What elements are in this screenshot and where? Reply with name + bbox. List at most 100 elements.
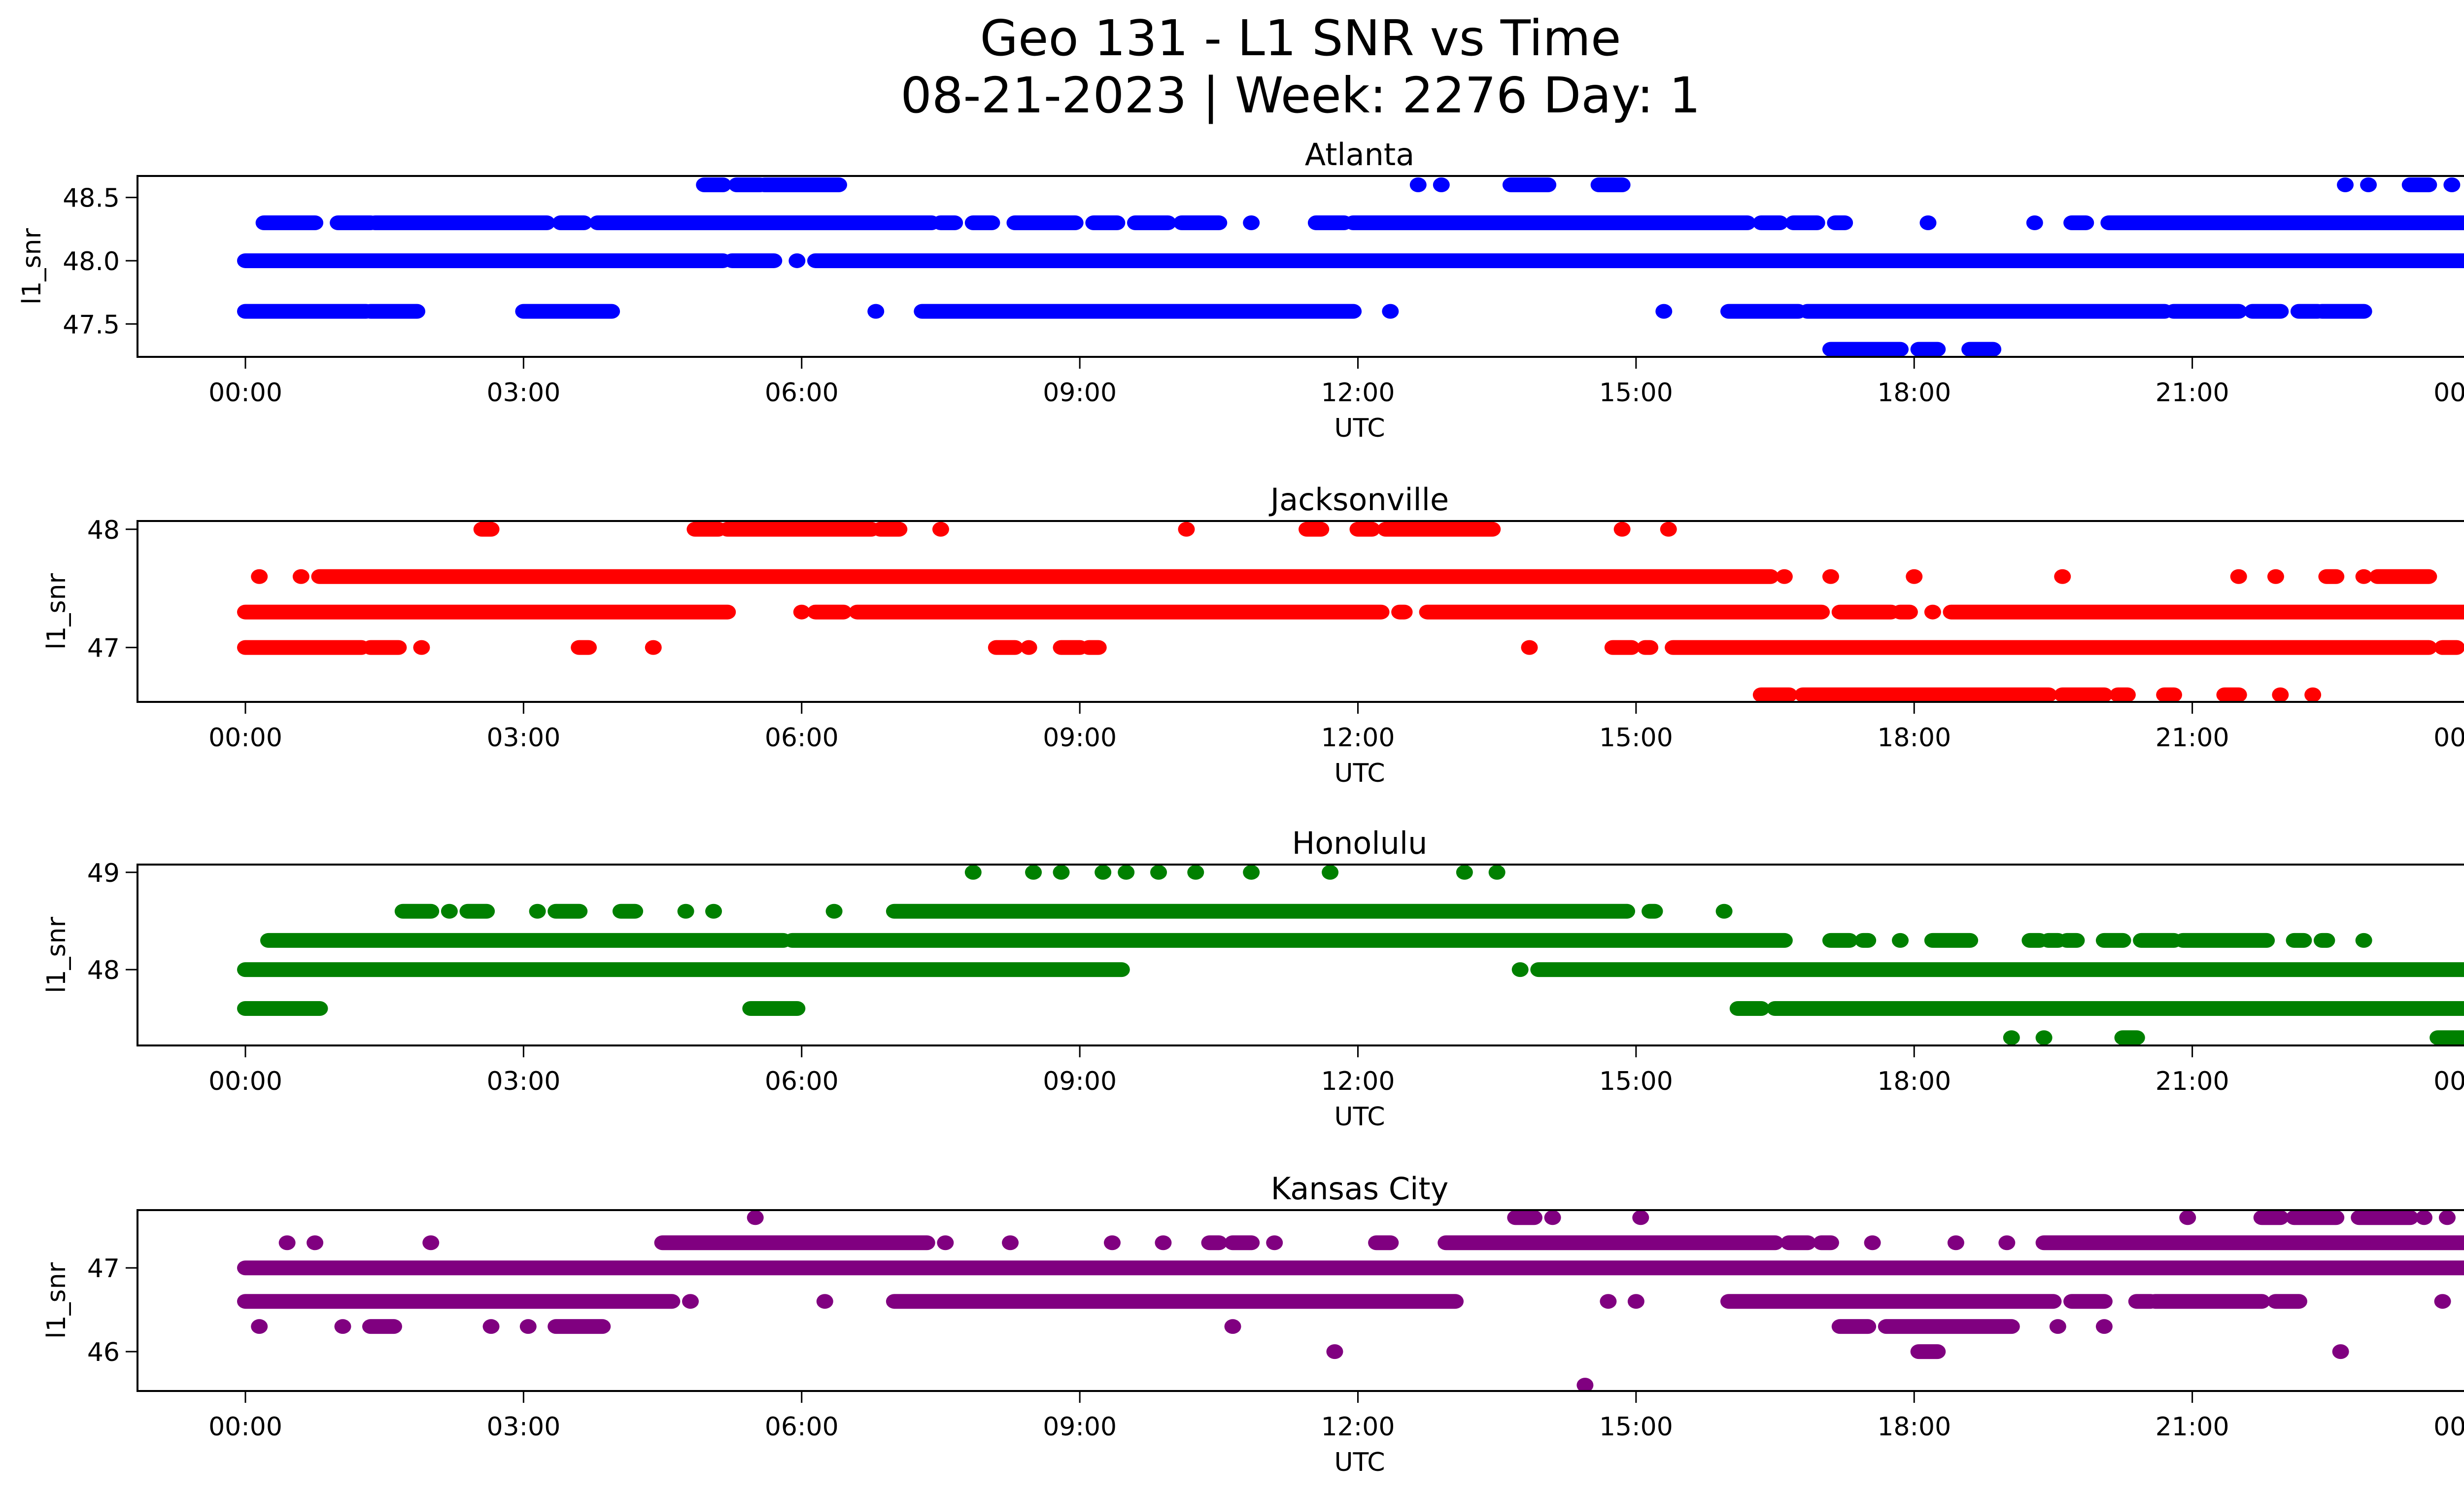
subplot-title: Atlanta bbox=[1305, 137, 1414, 173]
data-point-run bbox=[756, 177, 847, 192]
data-point bbox=[2272, 687, 2289, 702]
data-point bbox=[788, 253, 806, 268]
x-tick-label: 03:00 bbox=[486, 1412, 560, 1442]
data-point-run bbox=[964, 215, 1000, 230]
scatter-marks bbox=[237, 865, 2464, 1045]
data-point-run bbox=[1299, 522, 1330, 537]
data-point-run bbox=[742, 1001, 806, 1016]
data-point-run bbox=[914, 304, 1362, 319]
data-point-run bbox=[2430, 1030, 2464, 1045]
data-point-run bbox=[1910, 342, 1946, 357]
y-axis-label: l1_snr bbox=[17, 228, 47, 305]
data-point bbox=[2095, 1319, 2113, 1334]
data-point-run bbox=[1961, 342, 2002, 357]
data-point-run bbox=[1173, 215, 1228, 230]
data-point bbox=[2355, 933, 2372, 948]
x-axis-label: UTC bbox=[1334, 1448, 1385, 1477]
data-point-run bbox=[1345, 215, 1756, 230]
data-point bbox=[1627, 1294, 1644, 1309]
data-point-run bbox=[552, 215, 592, 230]
data-point bbox=[482, 1319, 500, 1334]
data-point-run bbox=[1813, 1235, 1839, 1251]
data-point-run bbox=[2314, 304, 2372, 319]
x-tick-label: 21:00 bbox=[2156, 1067, 2229, 1096]
data-point bbox=[2337, 177, 2354, 192]
data-point-run bbox=[723, 253, 783, 268]
data-point-run bbox=[394, 904, 440, 919]
data-point-run bbox=[1665, 640, 2437, 655]
axes-frame bbox=[137, 520, 2464, 703]
data-point-run bbox=[1637, 640, 1659, 655]
data-point-run bbox=[1507, 1210, 1542, 1225]
x-tick-label: 18:00 bbox=[1877, 1067, 1951, 1096]
x-tick-label: 06:00 bbox=[765, 378, 839, 408]
data-point bbox=[1118, 865, 1135, 880]
data-point bbox=[2438, 1210, 2456, 1225]
x-tick-label: 00:00 bbox=[208, 1067, 282, 1096]
x-tick-label: 09:00 bbox=[1043, 1067, 1117, 1096]
data-point-run bbox=[686, 522, 727, 537]
y-tick-label: 48.0 bbox=[63, 247, 120, 277]
data-point bbox=[2054, 569, 2071, 584]
data-point-run bbox=[886, 1294, 1464, 1309]
data-point-run bbox=[872, 522, 908, 537]
data-point-run bbox=[1752, 215, 1788, 230]
data-point-run bbox=[589, 215, 940, 230]
data-point bbox=[816, 1294, 833, 1309]
data-point-run bbox=[1827, 215, 1853, 230]
data-point bbox=[1433, 177, 1450, 192]
y-tick-label: 47.5 bbox=[63, 310, 120, 340]
data-point-run bbox=[2133, 933, 2182, 948]
data-point-run bbox=[988, 640, 1024, 655]
data-point-run bbox=[2434, 640, 2464, 655]
data-point-run bbox=[1767, 1001, 2464, 1016]
x-tick-label: 12:00 bbox=[1321, 378, 1395, 408]
data-point-run bbox=[237, 253, 731, 268]
data-point bbox=[1613, 522, 1631, 537]
data-point-run bbox=[2147, 1294, 2270, 1309]
figure-title: Geo 131 - L1 SNR vs Time bbox=[980, 9, 1621, 67]
data-point-run bbox=[2318, 569, 2345, 584]
x-tick-label: 09:00 bbox=[1043, 378, 1117, 408]
data-point-run bbox=[260, 933, 792, 948]
data-point bbox=[867, 304, 885, 319]
data-point bbox=[964, 865, 982, 880]
data-point-run bbox=[362, 304, 426, 319]
y-tick-label: 49 bbox=[87, 859, 120, 888]
subplots: Atlanta 00:00 03:00 06:00 09:00 12:00 15:00 18:… bbox=[17, 137, 2464, 1477]
data-point-run bbox=[1910, 1344, 1946, 1359]
data-point bbox=[441, 904, 458, 919]
data-point bbox=[1864, 1235, 1881, 1251]
x-tick-label: 21:00 bbox=[2156, 378, 2229, 408]
data-point-run bbox=[807, 604, 852, 620]
data-point-run bbox=[1604, 640, 1640, 655]
data-point-run bbox=[1729, 1001, 1770, 1016]
data-point bbox=[2049, 1319, 2066, 1334]
data-point bbox=[793, 604, 810, 620]
data-point bbox=[251, 1319, 268, 1334]
data-point-run bbox=[1590, 177, 1631, 192]
x-tick-label: 09:00 bbox=[1043, 723, 1117, 753]
data-point-run bbox=[2401, 177, 2437, 192]
data-point-run bbox=[2314, 933, 2335, 948]
data-point bbox=[682, 1294, 699, 1309]
data-point bbox=[413, 640, 430, 655]
data-point-run bbox=[1752, 687, 1798, 702]
data-point bbox=[1632, 1210, 1649, 1225]
data-point-run bbox=[237, 604, 736, 620]
subplot-title: Kansas City bbox=[1271, 1171, 1449, 1207]
data-point-run bbox=[2058, 933, 2085, 948]
data-point-run bbox=[2351, 1210, 2419, 1225]
data-point bbox=[1906, 569, 1923, 584]
data-point bbox=[2230, 569, 2247, 584]
data-point bbox=[2267, 569, 2284, 584]
data-point-run bbox=[2253, 1210, 2289, 1225]
data-point-run bbox=[548, 904, 588, 919]
x-axis-label: UTC bbox=[1334, 414, 1385, 443]
figure-subtitle: 08-21-2023 | Week: 2276 Day: 1 bbox=[900, 67, 1700, 124]
data-point-run bbox=[886, 904, 1636, 919]
data-point-run bbox=[1799, 304, 2173, 319]
data-point-run bbox=[1530, 962, 2464, 977]
data-point-run bbox=[515, 304, 620, 319]
subplot-honolulu: Honolulu 00:00 03:00 06:00 09:00 12:00 15:00 18… bbox=[42, 825, 2464, 1132]
